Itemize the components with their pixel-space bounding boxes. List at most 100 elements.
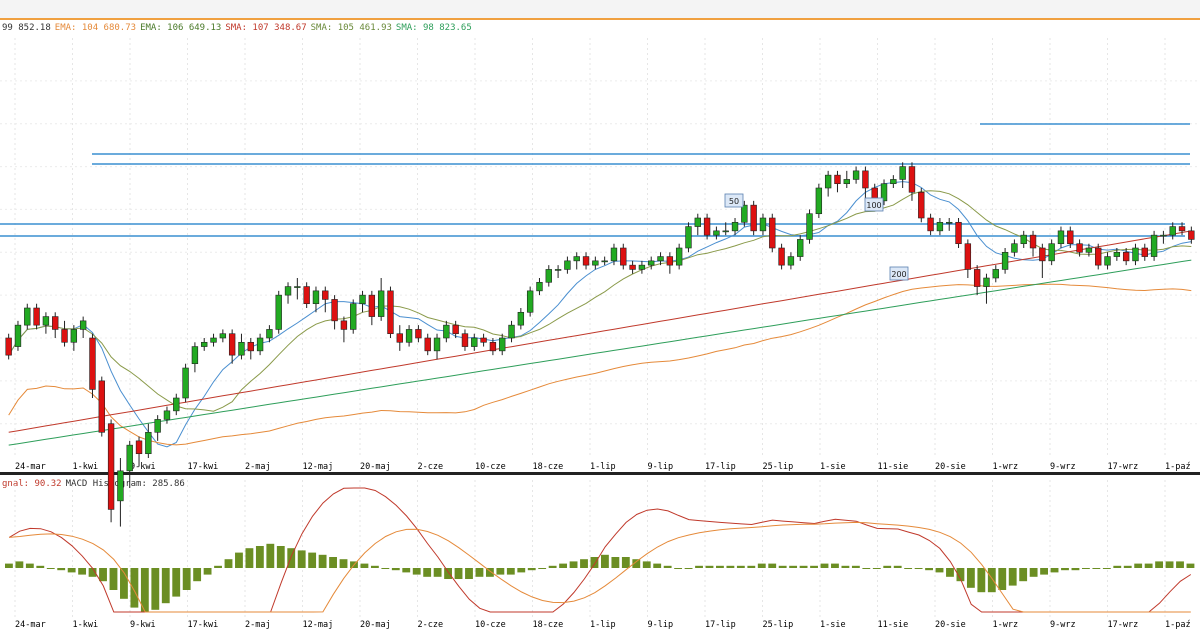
macd-histogram-bar [287,548,296,568]
macd-histogram-bar [78,568,87,575]
candle-body [806,213,813,240]
x-tick-label: 18-cze [533,462,564,472]
x-tick-label: 11-sie [878,462,909,472]
ma-tag-label: 200 [891,270,906,279]
candle-body [582,256,590,266]
candle-body [275,294,282,330]
macd-histogram-bar [506,568,515,575]
macd-histogram-bar [485,568,494,577]
ma-line-100 [8,283,1192,446]
candle-body [927,217,934,232]
candle-body [79,320,87,330]
macd-histogram-bar [580,559,588,568]
main-legend: 99 852.18 EMA: 104 680.73 EMA: 106 649.13 S… [2,23,476,33]
candle-body [387,290,394,335]
macd-histogram-bar [716,565,724,568]
macd-x-tick-label: 2-cze [418,620,444,630]
macd-histogram-bar [695,565,703,568]
candle-body [852,170,860,180]
panel-separator [0,472,1200,475]
candle-body [890,179,897,185]
legend-main-item-1: EMA: 104 680.73 [54,23,137,33]
candle-body [1057,230,1065,245]
macd-histogram-bar [663,565,672,568]
candle-body [303,286,310,305]
candle-body [592,260,599,266]
macd-histogram-bar [88,568,97,577]
candle-body [294,286,301,288]
x-tick-label: 24-mar [15,462,46,472]
macd-histogram-bar [203,568,212,575]
candle-body [517,311,525,326]
candle-body [396,333,403,343]
macd-line [8,487,1192,613]
macd-histogram-bar [1092,568,1101,569]
macd-histogram-bar [977,568,986,593]
macd-histogram-bar [925,568,933,571]
candle-body [992,269,999,279]
macd-histogram-bar [601,554,609,568]
candle-body [1178,226,1186,232]
candle-body [694,217,701,227]
macd-histogram-bar [214,565,222,568]
candle-body [973,269,981,287]
macd-histogram-bar [642,561,651,568]
candle-body [322,290,329,300]
candle-body [731,221,739,232]
candle-body [1122,251,1130,262]
macd-histogram-bar [465,568,473,579]
macd-x-tick-label: 17-lip [705,620,736,630]
legend-main-item-5: SMA: 98 823.65 [395,23,472,33]
candle-body [471,337,478,347]
candle-body [350,303,357,330]
candle-body [201,341,208,347]
candle-body [173,397,180,412]
candle-body [685,226,692,249]
candle-body [862,170,869,189]
macd-histogram-bar [412,568,421,575]
macd-histogram-bar [224,559,233,568]
macd-histogram-bar [444,568,452,579]
macd-histogram-bar [15,561,24,568]
macd-histogram-bar [987,568,996,593]
candle-body [815,187,823,215]
macd-histogram-bar [559,563,568,568]
candle-body [1067,230,1074,245]
macd-histogram-bar [1102,568,1111,569]
macd-histogram-bar [517,568,526,573]
candle-body [238,341,245,356]
macd-histogram-bar [820,563,829,568]
candle-body [843,179,850,185]
macd-histogram-bar [161,568,170,604]
x-tick-label: 12-maj [303,462,334,472]
macd-histogram-bar [99,568,107,582]
candle-body [946,221,953,224]
candle-body [824,174,832,189]
candle-body [489,341,497,352]
macd-histogram-bar [182,568,191,590]
candle-body [675,247,683,266]
candle-body [713,230,720,236]
macd-histogram-bar [423,568,432,577]
macd-histogram-bar [1081,568,1090,569]
macd-histogram-bar [360,563,369,568]
candle-body [126,444,133,472]
macd-histogram-bar [255,546,264,568]
macd-histogram-bar [1029,568,1038,577]
macd-x-tick-label: 1-kwi [73,620,99,630]
x-tick-label: 25-lip [763,462,794,472]
macd-histogram-bar [872,568,881,569]
macd-histogram-bar [433,568,442,577]
candle-body [703,217,711,236]
macd-histogram-bar [370,565,379,568]
candle-body [1150,234,1158,257]
legend-main-item-0: 99 852.18 [2,23,51,33]
ma-line-green [8,259,1192,446]
candle-body [266,329,273,339]
candle-body [284,286,292,296]
macd-histogram-bar [789,565,798,568]
macd-x-tick-label: 12-maj [303,620,334,630]
candle-body [182,367,189,399]
signal-line [9,521,1191,613]
